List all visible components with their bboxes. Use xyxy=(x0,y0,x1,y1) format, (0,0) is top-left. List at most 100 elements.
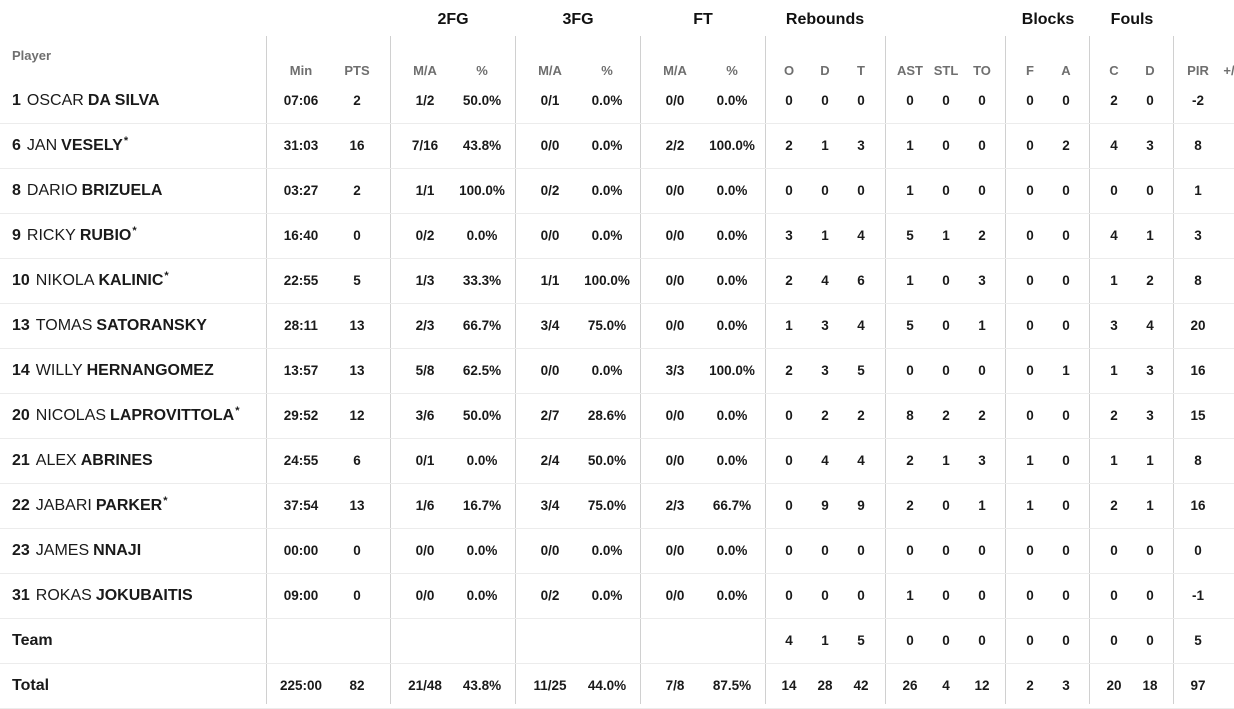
cell-fg3-pct: 0.0% xyxy=(591,93,623,108)
cell-fg2-pct: 0.0% xyxy=(466,453,498,468)
player-last-name: ABRINES xyxy=(80,452,153,469)
cell-reb-d: 2 xyxy=(821,408,829,423)
cell-ast: 5 xyxy=(906,318,914,333)
cell-reb-o: 0 xyxy=(785,453,793,468)
player-name[interactable]: 23 JAMES NNAJI xyxy=(12,542,142,560)
cell-to: 0 xyxy=(978,183,986,198)
cell-stl: 1 xyxy=(942,453,950,468)
cell-reb-d: 4 xyxy=(821,453,829,468)
group-header-ft: FT xyxy=(693,11,713,28)
player-number: 14 xyxy=(12,362,30,379)
table-row: 10 NIKOLA KALINIC* 22:55 5 1/3 33.3% 1/1 100.0% 0… xyxy=(0,259,1234,304)
cell-ast: 0 xyxy=(906,93,914,108)
cell-fg3-pct: 50.0% xyxy=(587,453,627,468)
player-name[interactable]: 31 ROKAS JOKUBAITIS xyxy=(12,587,194,605)
cell-pir: 97 xyxy=(1190,678,1206,693)
table-row: 14 WILLY HERNANGOMEZ 13:57 13 5/8 62.5% 0/0 0.0%… xyxy=(0,349,1234,394)
player-name[interactable]: 8 DARIO BRIZUELA xyxy=(12,182,163,200)
cell-foul-c: 1 xyxy=(1110,363,1118,378)
cell-fg3-ma: 0/1 xyxy=(540,93,560,108)
cell-fg2-ma: 0/1 xyxy=(415,453,435,468)
player-name[interactable]: 20 NICOLAS LAPROVITTOLA* xyxy=(12,405,239,425)
cell-fg3-ma: 3/4 xyxy=(540,498,560,513)
cell-stl: 1 xyxy=(942,228,950,243)
player-name[interactable]: 21 ALEX ABRINES xyxy=(12,452,154,470)
player-name[interactable]: 22 JABARI PARKER* xyxy=(12,495,168,515)
col-header-ast: AST xyxy=(897,63,923,78)
cell-ft-pct: 0.0% xyxy=(716,408,748,423)
cell-ft-pct: 0.0% xyxy=(716,453,748,468)
player-name[interactable]: 6 JAN VESELY* xyxy=(12,135,128,155)
cell-ft-pct: 0.0% xyxy=(716,228,748,243)
player-first-name: TOMAS xyxy=(35,317,93,334)
cell-foul-d: 1 xyxy=(1146,228,1154,243)
cell-reb-d: 1 xyxy=(821,228,829,243)
cell-blk-f: 2 xyxy=(1026,678,1034,693)
group-header-rebounds: Rebounds xyxy=(785,11,865,28)
column-divider xyxy=(1089,36,1090,704)
cell-pir: 15 xyxy=(1190,408,1206,423)
cell-fg3-ma: 0/0 xyxy=(540,543,560,558)
player-number: 23 xyxy=(12,542,30,559)
player-first-name: NICOLAS xyxy=(35,407,107,424)
cell-blk-a: 0 xyxy=(1062,318,1070,333)
player-name[interactable]: 10 NIKOLA KALINIC* xyxy=(12,270,169,290)
total-row: Total 225:00 82 21/48 43.8% 11/25 44.0% 7/8 87.5… xyxy=(0,664,1234,709)
cell-fg3-ma: 0/0 xyxy=(540,138,560,153)
cell-stl: 0 xyxy=(942,633,950,648)
col-header-blk-f: F xyxy=(1026,63,1034,78)
cell-foul-c: 20 xyxy=(1106,678,1122,693)
cell-fg3-pct: 44.0% xyxy=(587,678,627,693)
cell-ast: 26 xyxy=(902,678,918,693)
cell-fg3-pct: 75.0% xyxy=(587,318,627,333)
cell-reb-t: 0 xyxy=(857,183,865,198)
cell-reb-t: 4 xyxy=(857,453,865,468)
player-last-name: NNAJI xyxy=(93,542,142,559)
player-name[interactable]: 14 WILLY HERNANGOMEZ xyxy=(12,362,215,380)
cell-min: 28:11 xyxy=(284,318,318,333)
cell-pir: 3 xyxy=(1194,228,1202,243)
row-divider xyxy=(0,258,1234,259)
cell-to: 1 xyxy=(978,498,986,513)
cell-fg3-pct: 0.0% xyxy=(591,543,623,558)
cell-stl: 0 xyxy=(942,498,950,513)
col-header-pts: PTS xyxy=(344,63,370,78)
cell-fg3-pct: 100.0% xyxy=(584,273,630,288)
cell-pir: -1 xyxy=(1191,588,1205,603)
player-number: 31 xyxy=(12,587,30,604)
player-name[interactable]: 9 RICKY RUBIO* xyxy=(12,225,137,245)
starter-mark: * xyxy=(163,495,168,507)
cell-pts: 16 xyxy=(349,138,365,153)
cell-fg2-pct: 62.5% xyxy=(462,363,502,378)
cell-foul-d: 0 xyxy=(1146,93,1154,108)
column-divider xyxy=(640,36,641,704)
cell-ft-pct: 0.0% xyxy=(716,318,748,333)
cell-ft-ma: 3/3 xyxy=(665,363,685,378)
player-name[interactable]: 1 OSCAR DA SILVA xyxy=(12,92,161,110)
player-name[interactable]: 13 TOMAS SATORANSKY xyxy=(12,317,208,335)
cell-ft-ma: 0/0 xyxy=(665,408,685,423)
player-number: 8 xyxy=(12,182,21,199)
cell-ft-ma: 7/8 xyxy=(665,678,685,693)
group-header-2fg: 2FG xyxy=(437,11,469,28)
row-divider xyxy=(0,168,1234,169)
player-first-name: ALEX xyxy=(35,452,77,469)
cell-reb-t: 9 xyxy=(857,498,865,513)
table-row: 9 RICKY RUBIO* 16:40 0 0/2 0.0% 0/0 0.0% 0/0 0.0% 3… xyxy=(0,214,1234,259)
cell-reb-d: 0 xyxy=(821,588,829,603)
row-divider xyxy=(0,303,1234,304)
table-row: 31 ROKAS JOKUBAITIS 09:00 0 0/0 0.0% 0/2 0.0% 0/0… xyxy=(0,574,1234,619)
player-first-name: OSCAR xyxy=(26,92,84,109)
cell-reb-t: 5 xyxy=(857,633,865,648)
cell-pts: 5 xyxy=(353,273,361,288)
cell-stl: 0 xyxy=(942,318,950,333)
col-header-pm: +/ xyxy=(1223,63,1234,78)
cell-fg3-ma: 0/0 xyxy=(540,228,560,243)
cell-blk-f: 0 xyxy=(1026,588,1034,603)
cell-pts: 0 xyxy=(353,543,361,558)
cell-pts: 0 xyxy=(353,228,361,243)
cell-ft-ma: 0/0 xyxy=(665,588,685,603)
cell-ft-ma: 0/0 xyxy=(665,93,685,108)
cell-foul-c: 0 xyxy=(1110,543,1118,558)
cell-fg2-ma: 0/0 xyxy=(415,588,435,603)
